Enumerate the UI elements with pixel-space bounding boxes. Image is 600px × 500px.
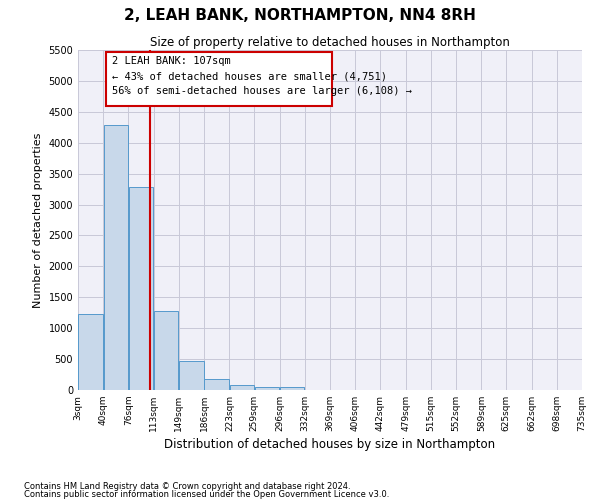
Text: Contains HM Land Registry data © Crown copyright and database right 2024.: Contains HM Land Registry data © Crown c… — [24, 482, 350, 491]
Text: 56% of semi-detached houses are larger (6,108) →: 56% of semi-detached houses are larger (… — [112, 86, 412, 97]
Text: ← 43% of detached houses are smaller (4,751): ← 43% of detached houses are smaller (4,… — [112, 71, 387, 81]
Text: 2, LEAH BANK, NORTHAMPTON, NN4 8RH: 2, LEAH BANK, NORTHAMPTON, NN4 8RH — [124, 8, 476, 22]
Text: 2 LEAH BANK: 107sqm: 2 LEAH BANK: 107sqm — [112, 56, 230, 66]
X-axis label: Distribution of detached houses by size in Northampton: Distribution of detached houses by size … — [164, 438, 496, 451]
Y-axis label: Number of detached properties: Number of detached properties — [33, 132, 43, 308]
Title: Size of property relative to detached houses in Northampton: Size of property relative to detached ho… — [150, 36, 510, 49]
Bar — [154, 311, 178, 390]
Bar — [179, 361, 204, 390]
Bar — [78, 314, 103, 390]
Bar — [204, 378, 229, 390]
Bar — [280, 387, 304, 390]
Bar — [128, 187, 154, 390]
Bar — [230, 385, 254, 390]
Text: Contains public sector information licensed under the Open Government Licence v3: Contains public sector information licen… — [24, 490, 389, 499]
FancyBboxPatch shape — [106, 52, 332, 106]
Bar — [254, 386, 280, 390]
Bar — [104, 126, 128, 390]
